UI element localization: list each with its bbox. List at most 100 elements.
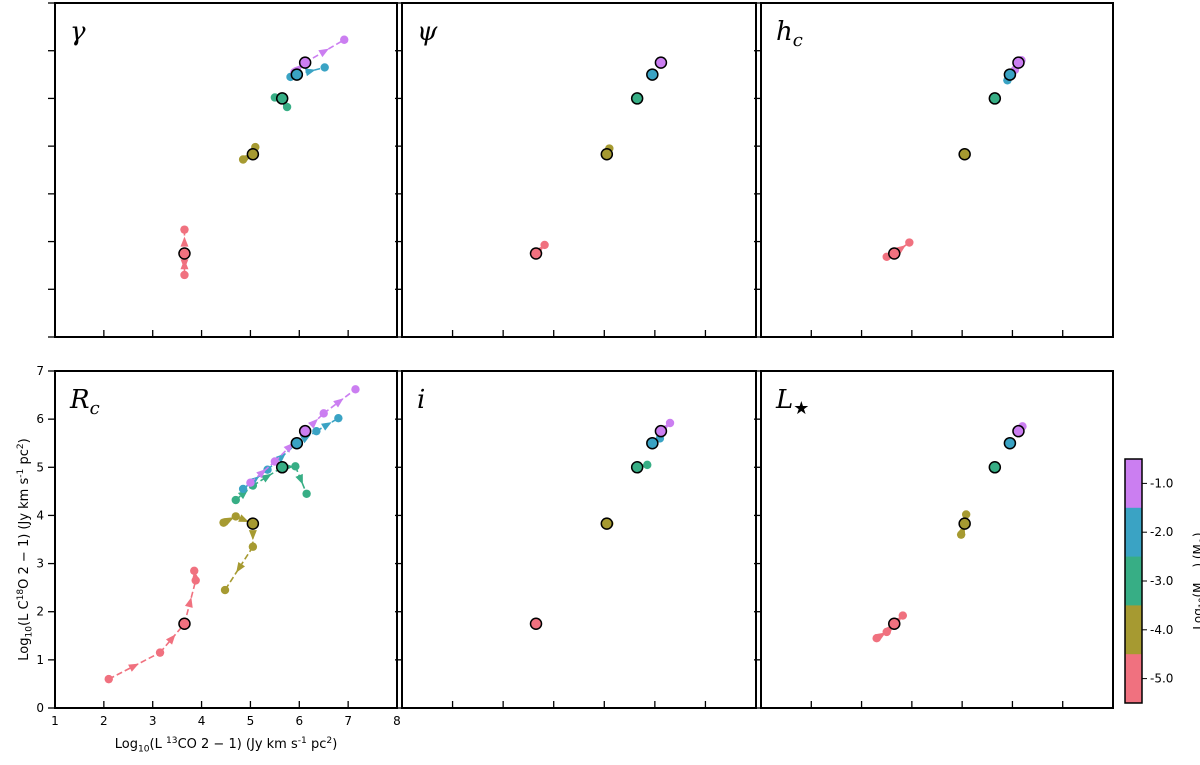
baseline-point xyxy=(958,517,971,530)
series-arrowhead xyxy=(128,663,139,672)
baseline-point xyxy=(290,68,304,81)
colorbar-tick-label: -1.0 xyxy=(1150,476,1173,490)
panel-label: ψ xyxy=(417,17,438,47)
y-tick-label: 1 xyxy=(36,653,44,667)
baseline-point xyxy=(988,461,1002,474)
colorbar-segment xyxy=(1125,459,1142,509)
x-tick-label: 2 xyxy=(100,714,108,728)
panel-frame xyxy=(401,2,757,338)
panel-frame xyxy=(54,370,398,709)
baseline-point xyxy=(630,461,644,474)
data-point xyxy=(231,512,240,521)
data-point xyxy=(340,35,349,44)
x-axis-label: Log10(L 13CO 2 − 1) (Jy km s-1 pc2) xyxy=(115,736,338,754)
data-point xyxy=(905,238,914,247)
data-point xyxy=(238,155,248,164)
data-point xyxy=(320,63,329,72)
series-segment xyxy=(249,460,276,484)
series-segment xyxy=(242,469,269,490)
series-arrowhead xyxy=(304,68,316,77)
baseline-point xyxy=(888,247,901,260)
baseline-point xyxy=(1012,424,1025,438)
data-point xyxy=(238,484,248,494)
baseline-point xyxy=(275,92,289,105)
data-point xyxy=(872,633,881,643)
x-tick-label: 4 xyxy=(198,714,206,728)
data-point xyxy=(180,225,189,234)
series-arrowhead xyxy=(295,473,303,485)
baseline-point xyxy=(1003,68,1017,81)
panel-frame xyxy=(760,2,1114,338)
data-point xyxy=(270,457,280,466)
colorbar-tick-label: -3.0 xyxy=(1150,574,1173,588)
panel-frame xyxy=(401,370,757,709)
baseline-point xyxy=(298,56,312,69)
data-point xyxy=(191,576,200,585)
baseline-point xyxy=(1003,436,1017,450)
baseline-point xyxy=(958,148,971,161)
colorbar-segment xyxy=(1125,654,1142,704)
colorbar-segment xyxy=(1125,556,1142,606)
baseline-point xyxy=(1012,56,1025,69)
series-arrowhead xyxy=(256,468,267,479)
series-arrowhead xyxy=(333,398,344,408)
y-tick-label: 6 xyxy=(36,412,44,426)
baseline-point xyxy=(600,148,614,161)
baseline-point xyxy=(290,436,304,450)
colorbar-tick-label: -4.0 xyxy=(1150,623,1173,637)
baseline-point xyxy=(529,617,543,630)
data-point xyxy=(540,240,549,250)
baseline-point xyxy=(888,617,901,630)
data-point xyxy=(956,530,966,539)
baseline-point xyxy=(178,247,191,260)
baseline-point xyxy=(275,461,289,474)
panel-label: γ xyxy=(70,17,86,47)
data-point xyxy=(248,542,258,551)
data-point xyxy=(961,510,971,519)
data-point xyxy=(351,385,360,394)
x-tick-label: 6 xyxy=(295,714,303,728)
series-arrowhead xyxy=(248,530,257,541)
panel-Lstar: L★ xyxy=(754,370,1114,709)
y-tick-label: 2 xyxy=(36,605,44,619)
colorbar-segment xyxy=(1125,605,1142,655)
series-arrowhead xyxy=(895,245,906,255)
data-point xyxy=(312,426,321,436)
data-point xyxy=(190,566,199,575)
baseline-point xyxy=(646,436,659,450)
panel-hc: hc xyxy=(754,2,1114,338)
x-tick-label: 5 xyxy=(247,714,255,728)
data-point xyxy=(291,462,300,471)
data-point xyxy=(882,627,891,637)
y-tick-label: 4 xyxy=(36,508,44,522)
panel-label: i xyxy=(417,385,425,415)
data-point xyxy=(219,518,228,527)
x-tick-label: 1 xyxy=(51,714,59,728)
baseline-point xyxy=(654,56,668,69)
series-arrowhead xyxy=(180,259,189,270)
data-point xyxy=(898,611,908,620)
panel-psi: ψ xyxy=(395,2,757,338)
y-axis-label: Log10(L C18O 2 − 1) (Jy km s-1 pc2) xyxy=(16,438,34,661)
baseline-point xyxy=(600,517,614,530)
data-point xyxy=(231,495,240,505)
colorbar-tick-label: -2.0 xyxy=(1150,525,1173,539)
y-tick-label: 3 xyxy=(36,557,44,571)
series-arrowhead xyxy=(308,418,319,429)
y-tick-label: 0 xyxy=(36,701,44,715)
panel-label: L★ xyxy=(775,385,809,419)
data-point xyxy=(246,478,255,487)
baseline-point xyxy=(246,517,260,530)
panel-gamma: γ xyxy=(48,2,398,338)
data-point xyxy=(155,648,165,657)
colorbar-label: Log10(Mgas) (M⊙) xyxy=(1191,532,1200,629)
baseline-point xyxy=(529,247,543,260)
data-point xyxy=(665,418,675,428)
series-arrowhead xyxy=(318,48,330,58)
series-arrowhead xyxy=(238,514,249,522)
panel-frame xyxy=(760,370,1114,709)
baseline-point xyxy=(654,424,668,438)
colorbar-tick-label: -5.0 xyxy=(1150,672,1173,686)
series-arrowhead xyxy=(180,236,189,247)
